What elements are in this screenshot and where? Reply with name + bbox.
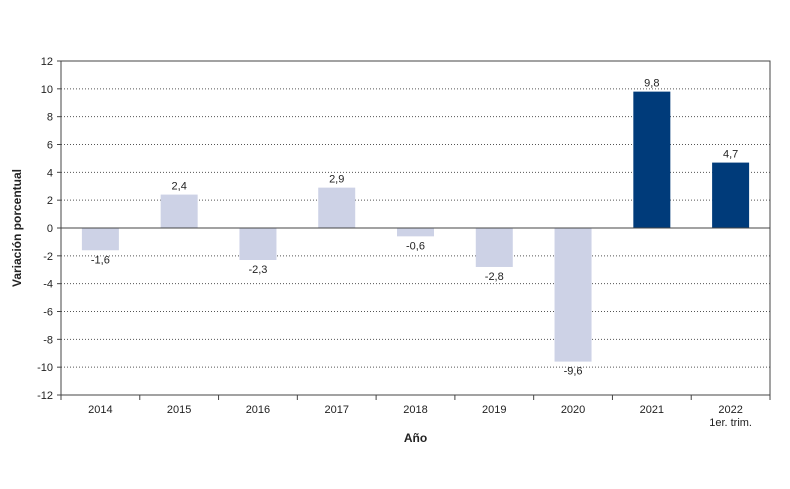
y-tick-labels: -12 -10 -8 -6 -4 -2 0 2 4 6 8 10 12 <box>37 56 61 402</box>
x-tick-labels: 2014 2015 2016 2017 2018 2019 2020 2021 20221er.… <box>60 395 771 429</box>
data-label: -9,6 <box>564 366 583 378</box>
y-tick-label: 8 <box>47 112 53 124</box>
x-tick-label: 2020 <box>561 404 585 416</box>
y-tick-label: 12 <box>41 56 53 68</box>
bar-2018 <box>397 228 434 237</box>
x-tick-label: 2019 <box>482 404 506 416</box>
bar-2019 <box>475 228 513 267</box>
y-tick-label: -2 <box>43 251 53 263</box>
bar-2016 <box>239 228 277 261</box>
data-label: -2,8 <box>485 271 504 283</box>
y-tick-label: -12 <box>37 390 53 402</box>
gridlines <box>61 88 770 368</box>
y-tick-label: 10 <box>41 84 53 96</box>
y-tick-label: 0 <box>47 223 53 235</box>
data-label: 9,8 <box>644 78 659 90</box>
x-tick-label: 2017 <box>324 404 348 416</box>
y-tick-label: -10 <box>37 362 53 374</box>
x-tick-label: 2021 <box>640 404 664 416</box>
x-tick-label: 2016 <box>246 404 270 416</box>
data-label: 2,9 <box>329 174 344 186</box>
bars <box>81 91 750 362</box>
y-tick-label: -4 <box>43 279 53 291</box>
data-label: -0,6 <box>406 240 425 252</box>
bar-2020 <box>554 228 592 362</box>
data-labels: -1,6 2,4 -2,3 2,9 -0,6 -2,8 -9,6 9,8 4,7 <box>91 78 738 378</box>
bar-2022 <box>712 162 750 228</box>
x-axis-title: Año <box>404 431 427 445</box>
x-tick-sublabel: 1er. trim. <box>709 417 752 429</box>
y-tick-label: 4 <box>47 167 53 179</box>
y-tick-label: 2 <box>47 195 53 207</box>
data-label: 4,7 <box>723 149 738 161</box>
data-label: -2,3 <box>248 264 267 276</box>
y-tick-label: -6 <box>43 307 53 319</box>
x-tick-label: 2015 <box>167 404 191 416</box>
data-label: 2,4 <box>172 181 187 193</box>
y-tick-label: -8 <box>43 334 53 346</box>
bar-2014 <box>81 228 119 251</box>
data-label: -1,6 <box>91 254 110 266</box>
x-tick-label: 2018 <box>403 404 427 416</box>
x-tick-label: 2014 <box>88 404 112 416</box>
y-axis-title: Variación porcentual <box>10 169 24 287</box>
y-tick-label: 6 <box>47 140 53 152</box>
bar-2017 <box>318 187 356 228</box>
bar-2021 <box>633 91 671 228</box>
x-tick-label: 2022 <box>718 404 742 416</box>
bar-2015 <box>160 194 198 228</box>
